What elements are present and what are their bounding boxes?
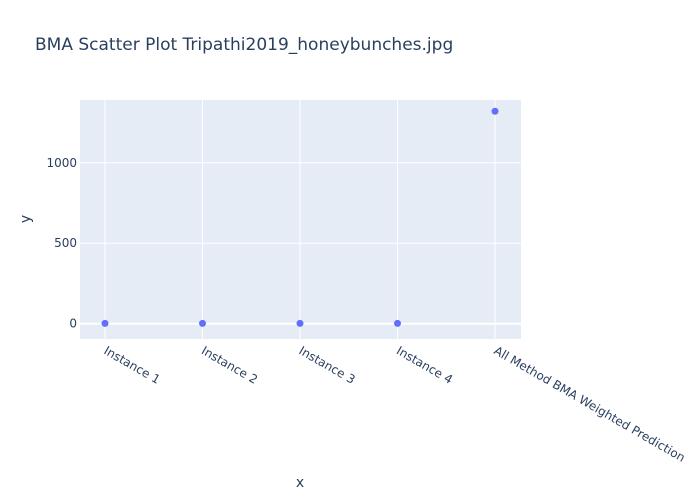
- data-point[interactable]: [491, 107, 499, 115]
- x-tick-label: Instance 4: [394, 343, 455, 386]
- chart-title: BMA Scatter Plot Tripathi2019_honeybunch…: [35, 35, 453, 55]
- x-tick-label: All Method BMA Weighted Prediction: [492, 343, 688, 464]
- data-point[interactable]: [296, 319, 304, 327]
- y-axis-tick-labels: 0 500 1000: [46, 156, 77, 331]
- data-points: [101, 107, 499, 327]
- x-axis-tick-labels: Instance 1 Instance 2 Instance 3 Instance 4…: [102, 343, 688, 464]
- y-tick-label: 1000: [46, 156, 77, 170]
- data-point[interactable]: [199, 319, 206, 327]
- data-point[interactable]: [101, 319, 109, 327]
- x-axis-title: x: [296, 475, 304, 491]
- y-tick-label: 0: [69, 317, 77, 331]
- y-tick-label: 500: [54, 236, 77, 250]
- y-axis-title: y: [18, 215, 34, 223]
- x-tick-label: Instance 1: [102, 343, 163, 386]
- x-tick-label: Instance 3: [297, 343, 358, 386]
- data-point[interactable]: [394, 319, 401, 327]
- x-tick-label: Instance 2: [199, 343, 260, 386]
